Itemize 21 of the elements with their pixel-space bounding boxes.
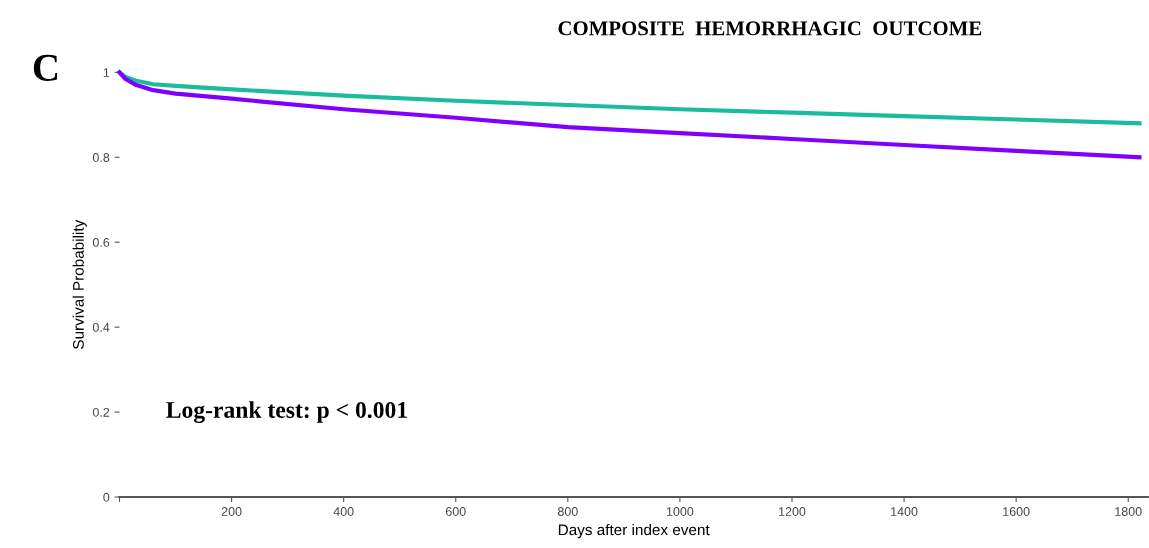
x-tick-label: 400 [333, 507, 354, 516]
annotation: Log-rank test: p < 0.001 [166, 401, 407, 423]
x-tick-label: 800 [557, 507, 578, 516]
x-tick-label: 1000 [666, 507, 694, 516]
chart-title: COMPOSITE HEMORRHAGIC OUTCOME [558, 21, 982, 36]
x-tick-label: 1600 [1003, 507, 1030, 516]
text: C [33, 54, 58, 81]
y-axis-title: Survival Probability [72, 219, 87, 349]
y-tick-label: 0 [103, 492, 110, 502]
y-tick-label: 0.2 [92, 407, 110, 417]
x-axis-title: Days after index event [558, 523, 710, 539]
x-tick-label: 1800 [1115, 507, 1142, 516]
x-tick-label: 600 [445, 507, 466, 516]
y-tick-label: 1 [103, 68, 110, 77]
y-tick-label: 0.6 [92, 238, 110, 247]
y-tick-label: 0.4 [92, 322, 110, 332]
x-tick-label: 1200 [779, 507, 806, 516]
line-series [117, 70, 1142, 160]
x-tick-label: 1400 [891, 507, 918, 516]
x-tick-label: 200 [221, 507, 242, 516]
y-tick-label: 0.8 [92, 153, 110, 162]
